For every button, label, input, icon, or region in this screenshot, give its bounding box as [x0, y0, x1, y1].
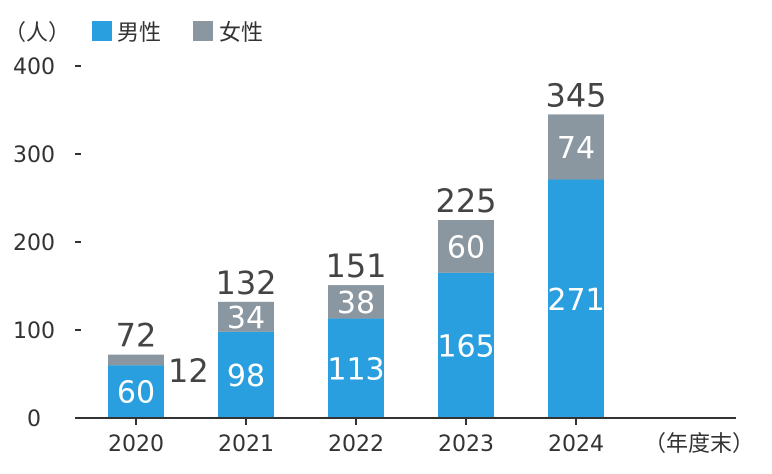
- x-tick-label: 2022: [328, 432, 384, 457]
- bar-male-2021: [218, 331, 274, 418]
- y-tick-label: 200: [13, 231, 55, 256]
- total-value-label: 151: [325, 247, 386, 285]
- bar-male-2024: [548, 179, 604, 418]
- bar-female-2020: [108, 354, 164, 366]
- bar-female-2023: [438, 220, 494, 273]
- female-value-label: 60: [447, 230, 485, 265]
- x-tick-label: 2024: [548, 432, 604, 457]
- y-tick-label: 0: [27, 407, 41, 432]
- legend-label-male: 男性: [117, 21, 161, 46]
- x-tick-label: 2021: [218, 432, 274, 457]
- x-tick-label: 2023: [438, 432, 494, 457]
- bar-female-2024: [548, 114, 604, 180]
- total-value-label: 72: [116, 317, 157, 355]
- y-tick-label: 400: [13, 55, 55, 80]
- total-value-label: 345: [545, 76, 606, 114]
- bar-female-2022: [328, 285, 384, 319]
- x-tick-label: 2020: [108, 432, 164, 457]
- female-value-label: 34: [227, 301, 265, 336]
- x-axis-ticks: 2020 2021 2022 2023 2024: [108, 418, 604, 457]
- male-value-label: 60: [117, 376, 155, 411]
- male-value-label: 113: [327, 352, 384, 387]
- bar-male-2022: [328, 318, 384, 418]
- bar-female-2021: [218, 301, 274, 332]
- male-value-label: 98: [227, 359, 265, 394]
- legend: 男性 女性: [92, 21, 263, 46]
- female-value-label: 38: [337, 286, 375, 321]
- male-value-label: 271: [547, 283, 604, 318]
- legend-swatch-female: [193, 21, 213, 41]
- total-value-label: 225: [435, 182, 496, 220]
- y-tick-label: 100: [13, 319, 55, 344]
- y-unit-label: （人）: [4, 21, 70, 46]
- male-value-label: 165: [437, 329, 494, 364]
- x-unit-label: （年度末）: [644, 432, 754, 457]
- legend-swatch-male: [92, 21, 112, 41]
- legend-label-female: 女性: [219, 21, 263, 46]
- total-value-label: 132: [215, 264, 276, 302]
- y-tick-label: 300: [13, 143, 55, 168]
- female-value-label: 74: [557, 131, 595, 166]
- female-value-label: 12: [168, 352, 209, 390]
- y-axis-ticks: 0 100 200 300 400: [13, 55, 81, 432]
- bar-male-2020: [108, 365, 164, 418]
- bar-male-2023: [438, 272, 494, 418]
